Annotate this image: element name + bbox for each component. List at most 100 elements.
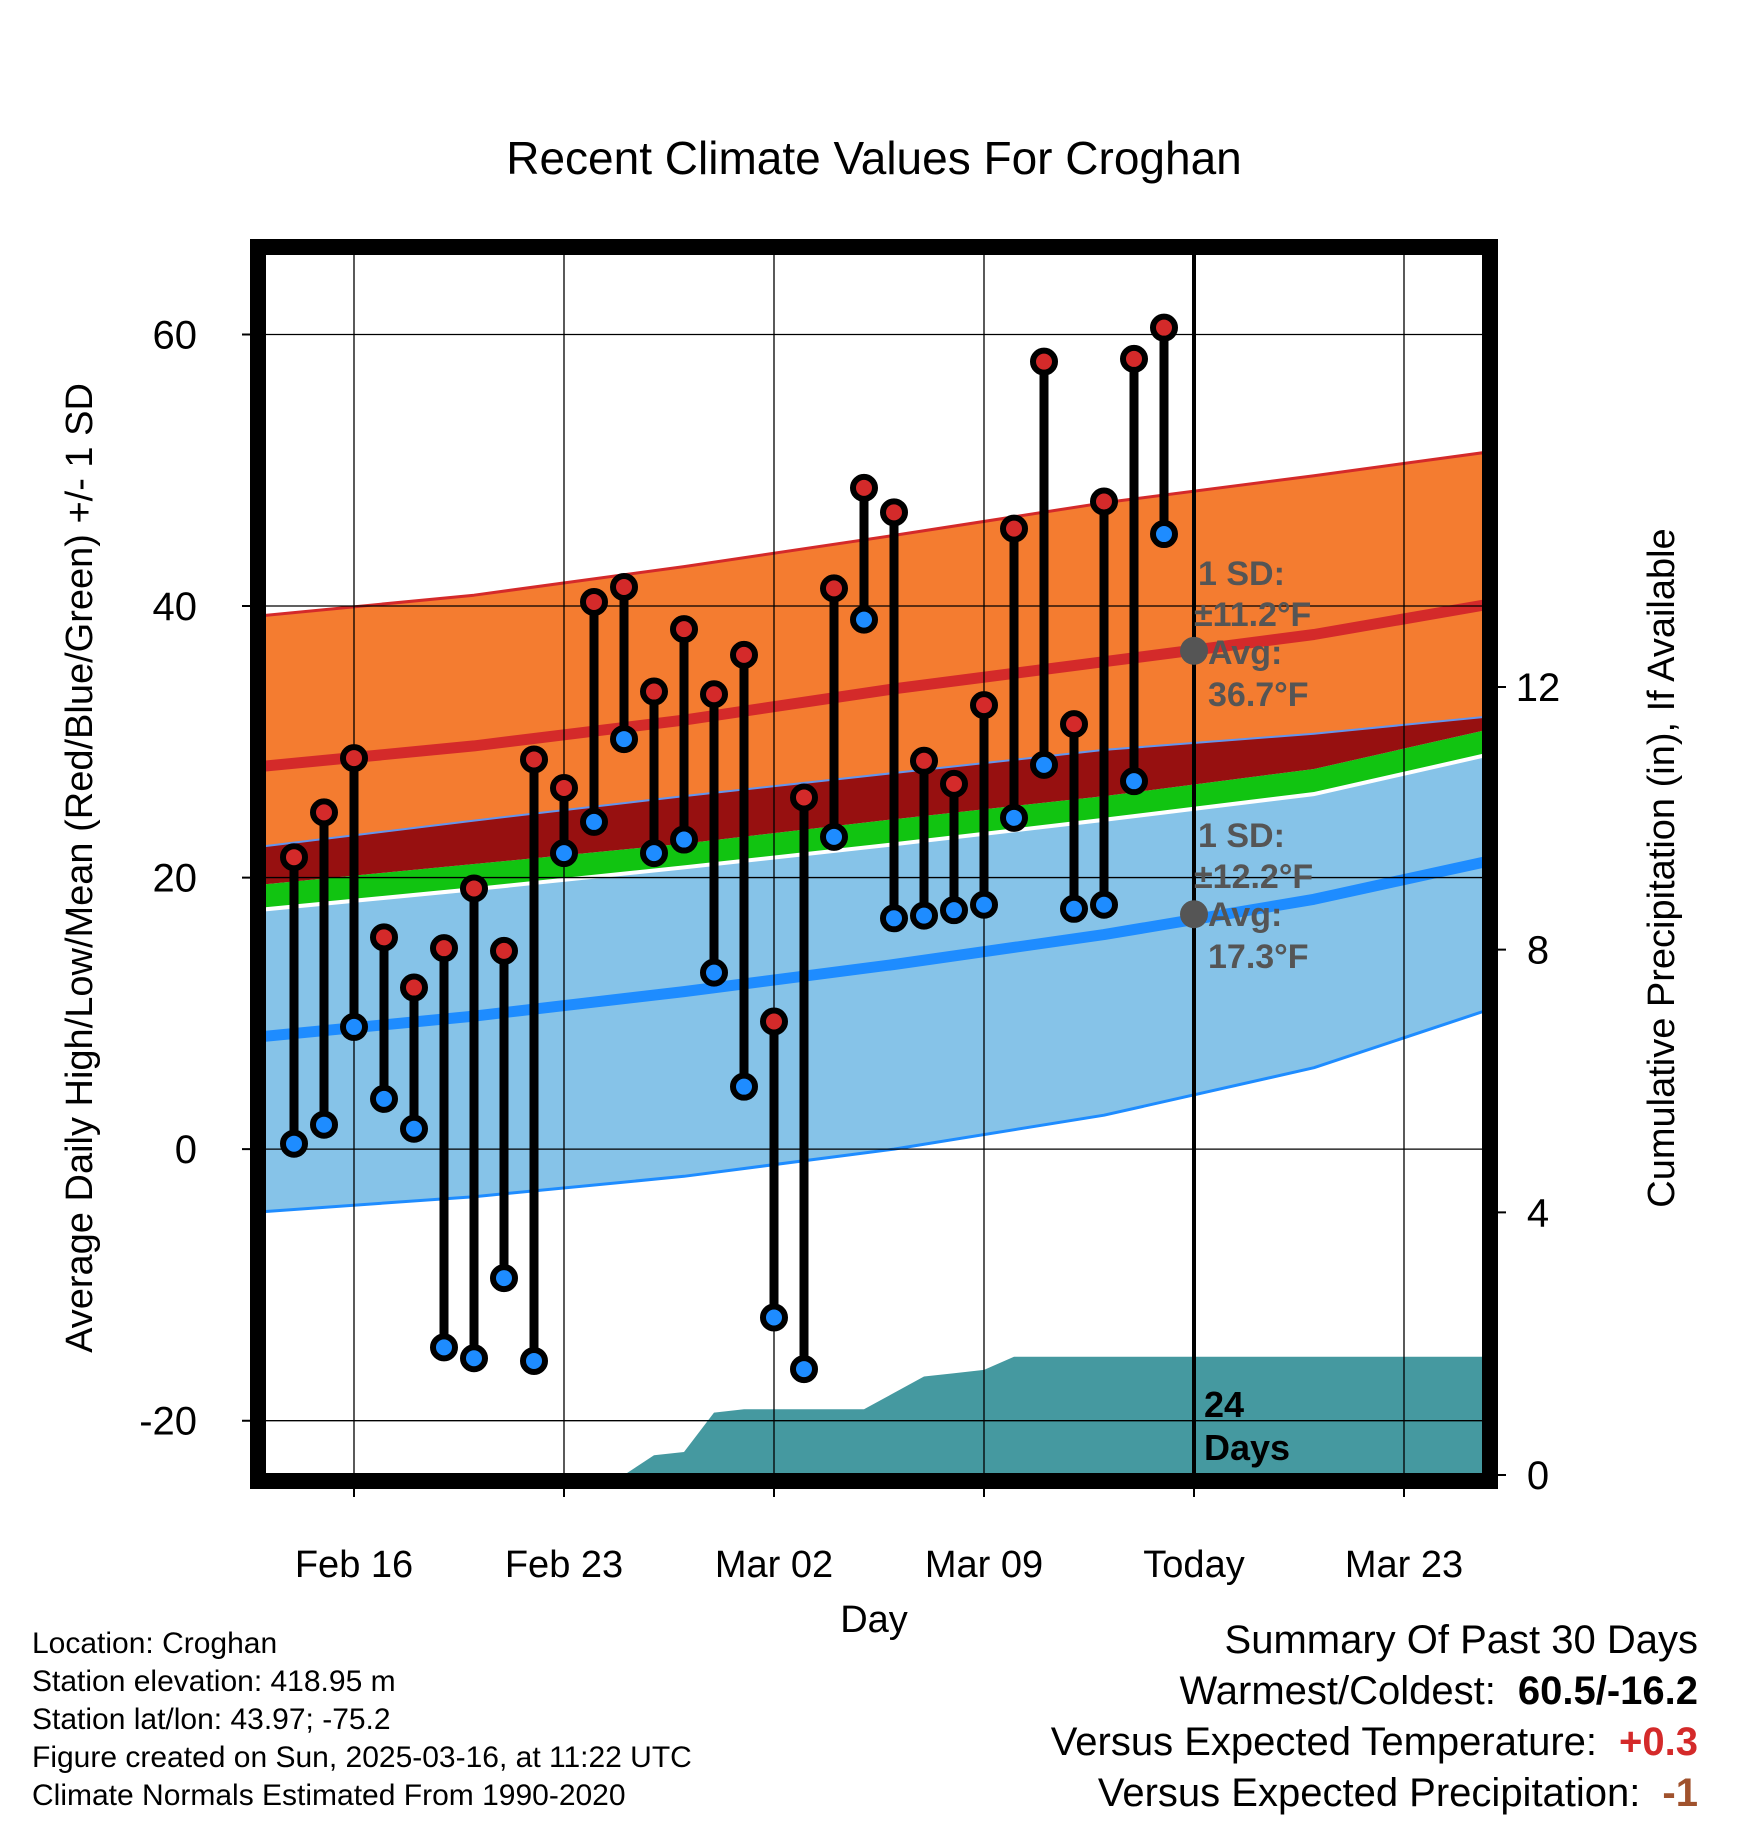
high-marker — [973, 694, 995, 716]
low-marker — [883, 907, 905, 929]
high-marker — [943, 773, 965, 795]
station-info: Location: Croghan Station elevation: 418… — [32, 1625, 692, 1815]
warmest-label: Warmest/Coldest: — [1179, 1666, 1495, 1717]
y-tick-label: 0 — [175, 1128, 197, 1172]
y-tick-label: 20 — [153, 857, 198, 901]
high-avg-label: Avg: — [1208, 634, 1282, 672]
high-marker — [643, 681, 665, 703]
low-marker — [1003, 807, 1025, 829]
low-marker — [1033, 754, 1055, 776]
x-tick-label: Feb 23 — [505, 1544, 623, 1586]
low-marker — [1123, 770, 1145, 792]
high-marker — [1063, 713, 1085, 735]
low-marker — [853, 609, 875, 631]
summary-panel: Summary Of Past 30 Days Warmest/Coldest:… — [1051, 1615, 1698, 1819]
low-marker — [823, 826, 845, 848]
low-marker — [703, 962, 725, 984]
high-marker — [523, 748, 545, 770]
high-marker — [763, 1011, 785, 1033]
x-axis-label: Day — [840, 1599, 908, 1641]
y2-tick-label: 8 — [1527, 929, 1549, 973]
high-marker — [883, 501, 905, 523]
temp-value: +0.3 — [1619, 1717, 1698, 1768]
y2-tick-label: 12 — [1516, 666, 1561, 710]
high-marker — [1153, 317, 1175, 339]
low-marker — [463, 1347, 485, 1369]
high-marker — [823, 577, 845, 599]
low-marker — [613, 728, 635, 750]
y2-tick-label: 4 — [1527, 1191, 1549, 1235]
chart-title: Recent Climate Values For Croghan — [506, 132, 1241, 184]
low-marker — [523, 1350, 545, 1372]
warmest-value: 60.5/-16.2 — [1518, 1666, 1698, 1717]
precip-value: -1 — [1662, 1768, 1698, 1819]
high-marker — [793, 786, 815, 808]
x-tick-label: Today — [1143, 1544, 1244, 1586]
high-marker — [1093, 490, 1115, 512]
created-text: Figure created on Sun, 2025-03-16, at 11… — [32, 1739, 692, 1777]
high-marker — [553, 777, 575, 799]
x-tick-label: Mar 09 — [925, 1544, 1043, 1586]
high-marker — [373, 926, 395, 948]
high-marker — [853, 477, 875, 499]
high-avg-marker — [1180, 637, 1208, 665]
high-marker — [1033, 351, 1055, 373]
high-marker — [343, 747, 365, 769]
low-marker — [283, 1133, 305, 1155]
low-marker — [1063, 898, 1085, 920]
low-sd-value: ±12.2°F — [1194, 858, 1313, 896]
high-marker — [733, 644, 755, 666]
low-marker — [493, 1267, 515, 1289]
low-marker — [553, 842, 575, 864]
y2-axis-label: Cumulative Precipitation (in), If Availa… — [1641, 528, 1683, 1207]
y2-tick-label: 0 — [1527, 1454, 1549, 1498]
high-marker — [1003, 518, 1025, 540]
high-avg-value: 36.7°F — [1208, 676, 1309, 714]
high-marker — [1123, 348, 1145, 370]
high-marker — [583, 591, 605, 613]
y-axis-label: Average Daily High/Low/Mean (Red/Blue/Gr… — [59, 383, 101, 1353]
low-marker — [1153, 523, 1175, 545]
high-sd-value: ±11.2°F — [1194, 596, 1311, 634]
summary-temp-row: Versus Expected Temperature: +0.3 — [1051, 1717, 1698, 1768]
low-sd-label: 1 SD: — [1198, 817, 1285, 855]
normals-text: Climate Normals Estimated From 1990-2020 — [32, 1777, 692, 1815]
low-marker — [733, 1076, 755, 1098]
high-marker — [703, 683, 725, 705]
latlon-text: Station lat/lon: 43.97; -75.2 — [32, 1701, 692, 1739]
low-avg-marker — [1180, 900, 1208, 928]
low-marker — [643, 842, 665, 864]
high-marker — [493, 940, 515, 962]
low-avg-value: 17.3°F — [1208, 938, 1309, 976]
summary-title: Summary Of Past 30 Days — [1051, 1615, 1698, 1666]
high-marker — [403, 977, 425, 999]
precip-label: Versus Expected Precipitation: — [1098, 1768, 1641, 1819]
low-marker — [313, 1114, 335, 1136]
x-tick-label: Mar 02 — [715, 1544, 833, 1586]
low-marker — [943, 899, 965, 921]
summary-precip-row: Versus Expected Precipitation: -1 — [1051, 1768, 1698, 1819]
low-marker — [1093, 894, 1115, 916]
climate-chart: Recent Climate Values For Croghan 1 SD:±… — [0, 0, 1748, 1828]
low-marker — [343, 1016, 365, 1038]
high-marker — [613, 576, 635, 598]
low-marker — [403, 1118, 425, 1140]
low-marker — [583, 811, 605, 833]
low-marker — [673, 829, 695, 851]
low-marker — [373, 1088, 395, 1110]
high-marker — [313, 801, 335, 823]
low-marker — [973, 894, 995, 916]
high-marker — [433, 937, 455, 959]
low-marker — [763, 1306, 785, 1328]
high-sd-label: 1 SD: — [1198, 555, 1285, 593]
days-label: Days — [1204, 1427, 1290, 1468]
x-tick-label: Mar 23 — [1345, 1544, 1463, 1586]
low-marker — [913, 905, 935, 927]
y-tick-label: 60 — [153, 313, 198, 357]
x-tick-label: Feb 16 — [295, 1544, 413, 1586]
days-count: 24 — [1204, 1384, 1244, 1425]
elevation-text: Station elevation: 418.95 m — [32, 1663, 692, 1701]
high-marker — [673, 618, 695, 640]
high-marker — [913, 750, 935, 772]
precip-area — [564, 1357, 1494, 1475]
